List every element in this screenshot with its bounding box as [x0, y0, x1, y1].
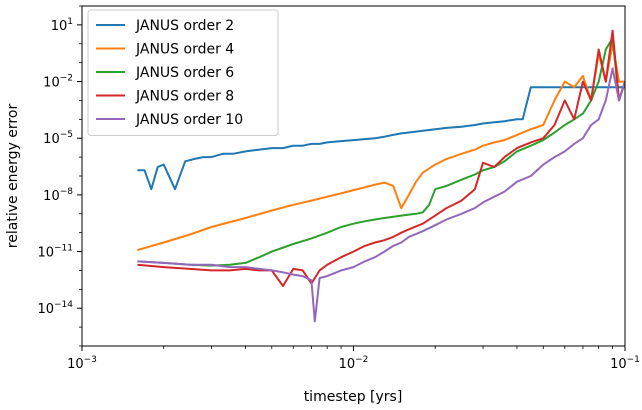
y-tick-label-exponent: −2: [60, 74, 73, 84]
legend-label-0: JANUS order 2: [135, 18, 234, 34]
y-tick-label: 10−8: [43, 187, 73, 204]
legend-label-2: JANUS order 6: [135, 65, 234, 81]
series-line-4: [137, 67, 625, 323]
series-line-0: [137, 86, 625, 191]
x-tick-label-base: 10: [339, 357, 356, 372]
legend-label-3: JANUS order 8: [135, 89, 234, 105]
legend: JANUS order 2 JANUS order 4 JANUS order 6 J…: [87, 9, 279, 136]
legend-label-4: JANUS order 10: [135, 112, 243, 128]
y-tick-label-exponent: −8: [60, 187, 74, 197]
series-line-1: [137, 42, 625, 252]
x-tick-label: 10−1: [610, 355, 640, 372]
y-tick-label-base: 10: [37, 302, 54, 317]
y-tick-label: 101: [51, 17, 73, 34]
y-tick-label: 10−14: [37, 300, 73, 317]
y-tick-label-exponent: −5: [60, 130, 73, 140]
x-tick-label: 10−3: [67, 355, 97, 372]
y-tick-label: 10−11: [37, 244, 73, 261]
x-tick-label: 10−2: [339, 355, 369, 372]
y-tick-label: 10−2: [43, 74, 73, 91]
legend-box: [87, 9, 279, 136]
y-tick-label-base: 10: [51, 19, 68, 34]
x-tick-label-exponent: −3: [84, 355, 97, 365]
x-tick-label-exponent: −2: [355, 355, 368, 365]
y-tick-label: 10−5: [43, 130, 73, 147]
x-tick-label-exponent: −1: [627, 355, 640, 365]
x-axis-label: timestep [yrs]: [304, 389, 403, 405]
y-tick-label-exponent: −11: [54, 244, 73, 254]
x-tick-label-base: 10: [610, 357, 627, 372]
y-tick-label-base: 10: [37, 246, 54, 261]
y-tick-label-base: 10: [43, 189, 60, 204]
y-tick-label-base: 10: [43, 132, 60, 147]
y-tick-label-exponent: −14: [54, 300, 73, 310]
y-tick-label-exponent: 1: [67, 17, 73, 27]
y-axis-label: relative energy error: [5, 104, 21, 249]
y-tick-label-base: 10: [43, 76, 60, 91]
x-tick-label-base: 10: [67, 357, 84, 372]
legend-label-1: JANUS order 4: [135, 42, 234, 58]
series-layer: [137, 29, 625, 323]
